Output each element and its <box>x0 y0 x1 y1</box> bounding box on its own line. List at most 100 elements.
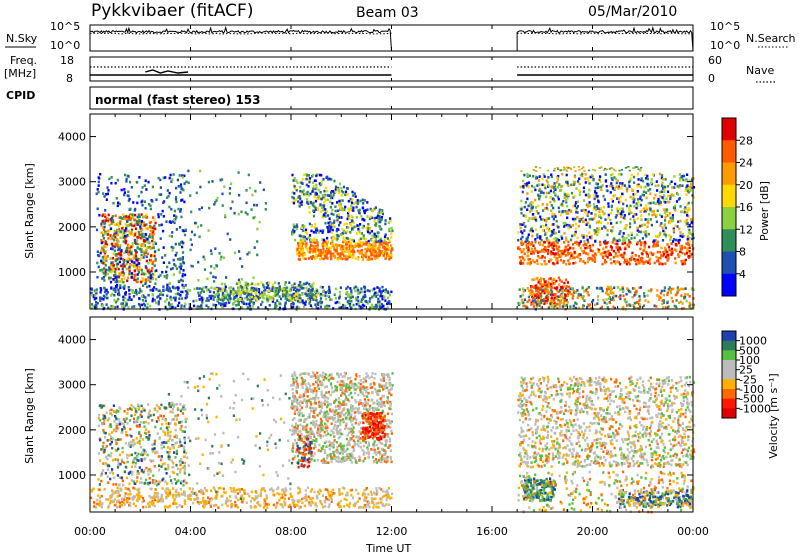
data-cell <box>575 302 578 306</box>
data-cell <box>628 210 631 213</box>
data-cell <box>523 252 526 255</box>
data-cell <box>593 255 596 258</box>
data-cell <box>619 297 622 301</box>
data-cell <box>578 182 581 186</box>
data-cell <box>526 262 529 265</box>
data-cell <box>213 303 216 307</box>
data-cell <box>105 303 108 306</box>
data-cell <box>200 224 203 227</box>
data-cell <box>555 258 558 261</box>
data-cell <box>346 258 349 261</box>
data-cell <box>603 242 606 245</box>
data-cell <box>140 303 143 307</box>
data-cell <box>276 287 279 290</box>
data-cell <box>117 275 121 279</box>
data-cell <box>661 185 664 189</box>
data-cell <box>631 197 634 200</box>
data-cell <box>170 207 173 211</box>
data-cell <box>190 243 193 246</box>
data-cell <box>102 237 105 240</box>
data-cell <box>616 245 619 249</box>
data-cell <box>541 183 544 187</box>
data-cell <box>238 293 241 297</box>
data-cell <box>244 211 247 214</box>
data-cell <box>297 245 300 248</box>
data-cell <box>375 222 378 225</box>
data-cell <box>595 230 598 233</box>
data-cell <box>143 304 146 307</box>
data-cell <box>101 214 104 217</box>
data-cell <box>556 260 559 263</box>
data-cell <box>594 303 597 307</box>
data-cell <box>257 306 260 309</box>
data-cell <box>298 195 301 198</box>
data-cell <box>123 277 126 280</box>
data-cell <box>257 282 260 286</box>
data-cell <box>533 260 536 264</box>
data-cell <box>629 177 632 180</box>
data-cell <box>130 288 133 292</box>
data-cell <box>142 272 145 276</box>
data-cell <box>522 290 525 293</box>
data-cell <box>522 262 525 265</box>
data-cell <box>173 263 176 266</box>
data-cell <box>187 169 190 173</box>
data-cell <box>628 180 631 184</box>
data-cell <box>638 230 641 233</box>
data-cell <box>321 286 324 289</box>
data-cell <box>574 227 578 231</box>
data-cell <box>128 289 131 292</box>
data-cell <box>671 217 675 220</box>
data-cell <box>596 248 599 251</box>
data-cell <box>574 170 577 172</box>
data-cell <box>615 294 618 298</box>
data-cell <box>310 238 313 242</box>
data-cell <box>128 253 131 257</box>
data-cell <box>588 225 592 229</box>
data-cell <box>688 239 691 243</box>
data-cell <box>181 274 184 278</box>
data-cell <box>149 220 152 224</box>
data-cell <box>135 290 138 293</box>
data-cell <box>533 286 536 289</box>
data-cell <box>689 252 692 255</box>
data-cell <box>553 167 556 170</box>
data-cell <box>345 222 348 226</box>
data-cell <box>119 284 122 287</box>
data-cell <box>228 301 231 304</box>
data-cell <box>614 239 617 242</box>
data-cell <box>587 293 590 297</box>
data-cell <box>109 263 113 266</box>
data-cell <box>628 259 631 262</box>
data-cell <box>254 189 257 193</box>
data-cell <box>622 210 625 214</box>
data-cell <box>566 223 569 227</box>
data-cell <box>520 199 523 203</box>
data-cell <box>556 261 559 265</box>
data-cell <box>624 198 627 202</box>
data-cell <box>113 229 116 233</box>
data-cell <box>568 262 571 265</box>
data-cell <box>690 252 693 256</box>
data-cell <box>231 290 234 294</box>
data-cell <box>606 189 609 193</box>
data-cell <box>330 298 333 301</box>
data-cell <box>662 253 666 256</box>
data-cell <box>607 213 610 217</box>
data-cell <box>132 201 135 204</box>
data-cell <box>116 265 119 269</box>
data-cell <box>374 291 377 295</box>
data-cell <box>619 253 622 257</box>
data-cell <box>116 221 119 225</box>
data-cell <box>612 296 615 299</box>
data-cell <box>686 173 689 176</box>
data-cell <box>600 287 603 290</box>
data-cell <box>329 242 333 245</box>
data-cell <box>659 195 662 198</box>
data-cell <box>569 287 572 291</box>
data-cell <box>271 298 274 301</box>
data-cell <box>221 305 224 309</box>
data-cell <box>128 272 131 275</box>
data-cell <box>255 288 258 292</box>
data-cell <box>581 306 584 309</box>
